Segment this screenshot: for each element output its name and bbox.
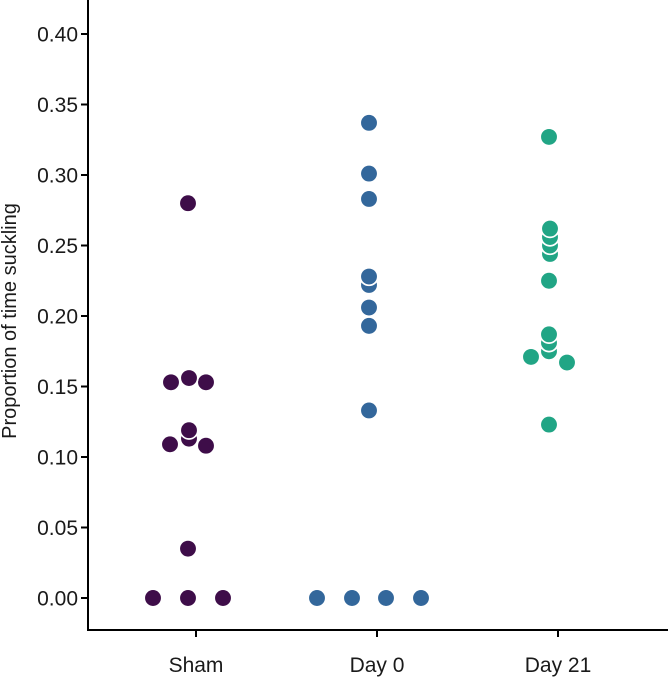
data-point	[521, 347, 541, 367]
data-point	[178, 539, 198, 559]
data-point	[359, 266, 379, 287]
data-point	[143, 588, 163, 608]
y-tick-label: 0.15	[37, 376, 78, 399]
y-axis-title: Proportion of time suckling	[0, 203, 21, 439]
data-point	[359, 163, 379, 184]
y-tick-label: 0.35	[37, 94, 78, 117]
data-point	[359, 316, 379, 336]
data-point	[539, 414, 559, 435]
y-tick-label: 0.40	[37, 24, 78, 47]
data-point	[161, 372, 181, 392]
x-category-label: Day 21	[525, 654, 592, 677]
data-point	[178, 193, 198, 213]
data-point	[178, 588, 198, 608]
data-point	[539, 127, 559, 147]
data-point	[540, 218, 560, 239]
data-point	[342, 588, 362, 608]
series-sham	[143, 193, 233, 608]
data-point	[359, 189, 379, 209]
data-point	[160, 434, 180, 454]
y-tick-label: 0.20	[37, 306, 78, 329]
data-point	[411, 588, 431, 608]
data-point	[359, 113, 379, 133]
y-tick-label: 0.30	[37, 165, 78, 188]
data-point	[179, 368, 199, 388]
y-tick-label: 0.25	[37, 235, 78, 258]
data-point	[359, 297, 379, 318]
data-point	[539, 324, 559, 344]
series-day-21	[521, 127, 577, 435]
axes-layer: 0.00 0.05 0.10 0.15 0.20 0.25 0.30 0.35 0.40 Sham…	[37, 0, 668, 677]
x-category-label: Day 0	[350, 654, 405, 677]
y-tick-label: 0.05	[37, 517, 78, 540]
data-point	[196, 372, 216, 392]
series-day-0	[307, 113, 431, 608]
y-tick-label: 0.10	[37, 447, 78, 470]
data-point	[179, 420, 199, 440]
data-point	[557, 352, 577, 373]
data-point	[307, 588, 327, 608]
data-point	[539, 271, 559, 291]
data-points-layer	[143, 113, 577, 608]
data-point	[359, 400, 379, 421]
data-point	[376, 588, 396, 608]
y-tick-label: 0.00	[37, 588, 78, 611]
data-point	[196, 436, 216, 456]
data-point	[213, 588, 233, 608]
x-category-label: Sham	[169, 654, 224, 677]
